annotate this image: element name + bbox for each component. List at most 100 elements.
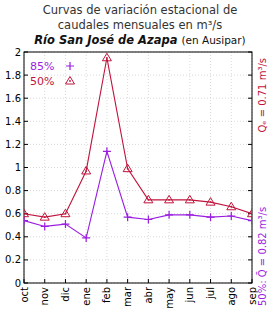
grid-line (24, 213, 252, 214)
legend-marker (66, 77, 75, 85)
series-line (24, 151, 252, 238)
marker-plus (103, 147, 111, 155)
plot-area (24, 53, 252, 242)
marker-dot (106, 57, 108, 59)
annotation: Qₑ = 0.71 m³/s (257, 58, 268, 133)
y-tick-right (248, 259, 252, 260)
grid-line (24, 75, 252, 76)
grid-line (24, 259, 252, 260)
marker-triangle-shape (82, 166, 91, 174)
grid-line-x (106, 52, 107, 283)
x-tick (231, 279, 232, 283)
chart: Curvas de variación estacional decaudale… (0, 0, 280, 320)
marker-triangle (227, 202, 236, 210)
x-tick-label: feb (101, 287, 112, 303)
x-tick-label: may (164, 287, 175, 309)
grid-line-x (148, 52, 149, 283)
marker-dot (65, 213, 67, 215)
x-tick (44, 279, 45, 283)
marker-plus (124, 213, 132, 221)
y-tick-label: 0.8 (5, 185, 21, 196)
marker-triangle (165, 195, 174, 203)
y-tick-label: 1.6 (5, 93, 21, 104)
marker-dot (24, 213, 25, 215)
legend-marker (66, 62, 74, 70)
subtitle-main: Río San José de Azapa (34, 33, 181, 47)
marker-triangle (82, 166, 91, 174)
marker-triangle-shape (61, 209, 70, 217)
y-tick-right (248, 236, 252, 237)
title-line: caudales mensuales en m³/s (58, 18, 222, 32)
subtitle-note: (en Ausipar) (181, 34, 245, 46)
y-tick-right (248, 144, 252, 145)
marker-triangle-shape (206, 198, 215, 206)
marker-triangle (24, 209, 29, 217)
y-tick (24, 236, 28, 237)
grid-line-x (189, 52, 190, 283)
marker-plus (144, 215, 152, 223)
marker-dot (210, 201, 212, 203)
marker-dot (44, 216, 46, 218)
grid-line (24, 121, 252, 122)
series-line (24, 58, 252, 217)
marker-triangle-shape (248, 209, 253, 217)
title-line: Curvas de variación estacional de (43, 3, 238, 17)
grid-line-x (65, 52, 66, 283)
marker-dot (127, 168, 129, 170)
marker-dot (69, 80, 71, 82)
marker-plus (82, 234, 90, 242)
y-tick-label: 0 (15, 278, 21, 289)
y-tick-right (248, 75, 252, 76)
y-tick (24, 259, 28, 260)
marker-dot (251, 213, 252, 215)
marker-dot (168, 199, 170, 201)
grid-line (24, 144, 252, 145)
marker-triangle-shape (185, 195, 194, 203)
marker-dot (147, 199, 149, 201)
y-tick (24, 144, 28, 145)
x-tick (65, 279, 66, 283)
marker-triangle (40, 213, 49, 221)
marker-triangle-shape (102, 53, 111, 61)
x-tick (148, 279, 149, 283)
marker-triangle-shape (40, 213, 49, 221)
y-tick-right (248, 121, 252, 122)
y-tick-label: 1.8 (5, 70, 21, 81)
y-tick-label: 1.2 (5, 139, 21, 150)
y-tick-label: 2 (15, 47, 21, 58)
x-tick (169, 279, 170, 283)
y-tick-label: 0.6 (5, 208, 21, 219)
marker-plus (41, 222, 49, 230)
y-tick-label: 0.2 (5, 254, 21, 265)
marker-triangle-shape (165, 195, 174, 203)
marker-plus (24, 217, 28, 225)
legend-label: 85% (30, 60, 54, 73)
title: Curvas de variación estacional decaudale… (43, 3, 238, 32)
marker-triangle-shape (24, 209, 29, 217)
annotation: 50%: Q̄ = 0.82 m³/s (256, 207, 268, 306)
x-tick-label: oct (19, 287, 30, 303)
plot-frame (24, 52, 252, 283)
marker-plus (61, 220, 69, 228)
subtitle: Río San José de Azapa (en Ausipar) (34, 33, 245, 47)
y-tick-label: 1.4 (5, 116, 21, 127)
marker-triangle (144, 195, 153, 203)
marker-dot (189, 199, 191, 201)
y-tick-right (248, 98, 252, 99)
marker-triangle (185, 195, 194, 203)
x-tick (86, 279, 87, 283)
x-tick (127, 279, 128, 283)
marker-triangle (123, 164, 132, 172)
x-tick-label: ago (226, 287, 237, 306)
grid-line (24, 236, 252, 237)
x-tick-label: abr (143, 286, 154, 303)
y-tick-label: 0.4 (5, 231, 21, 242)
marker-triangle-shape (123, 164, 132, 172)
x-tick-label: mar (122, 286, 133, 307)
x-tick-label: jun (184, 287, 195, 303)
y-tick-right (248, 190, 252, 191)
x-tick-label: sep (247, 287, 258, 305)
grid-line (24, 190, 252, 191)
grid-line (24, 167, 252, 168)
x-tick (106, 279, 107, 283)
